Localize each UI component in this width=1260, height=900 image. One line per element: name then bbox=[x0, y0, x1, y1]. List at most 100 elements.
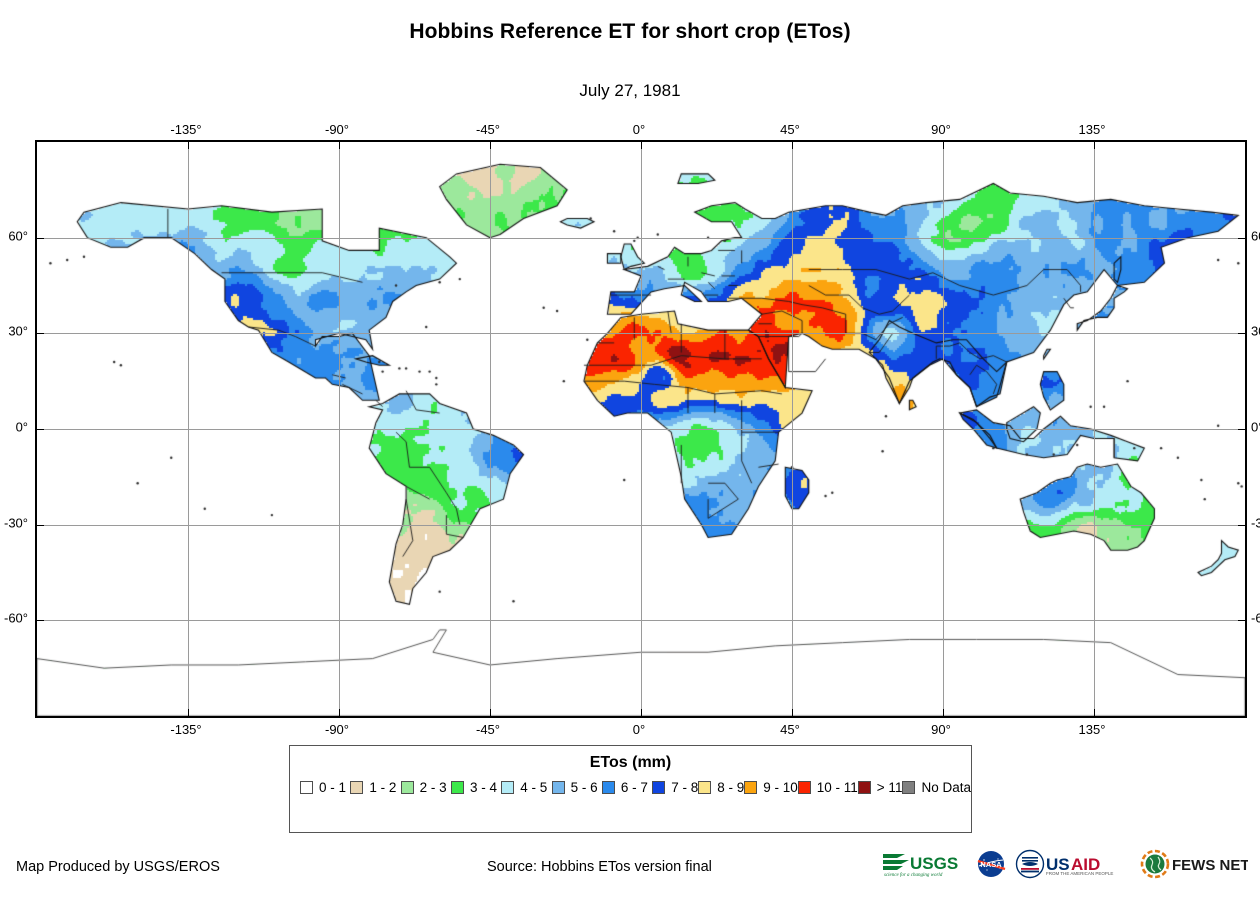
legend-item: 8 - 9 bbox=[698, 778, 744, 797]
axis-tick bbox=[1238, 524, 1245, 526]
page-subtitle: July 27, 1981 bbox=[579, 81, 681, 100]
axis-tick bbox=[188, 709, 189, 716]
gridline-parallel bbox=[37, 429, 1245, 430]
axis-tick bbox=[37, 237, 44, 239]
axis-tick bbox=[1094, 142, 1095, 149]
legend-item: 10 - 11 bbox=[797, 778, 858, 797]
legend-label: 9 - 10 bbox=[763, 780, 798, 795]
map-frame[interactable] bbox=[35, 140, 1247, 718]
x-axis-tick-label: 90° bbox=[931, 722, 951, 737]
legend-label: 6 - 7 bbox=[620, 780, 648, 795]
axis-tick bbox=[1238, 429, 1245, 430]
legend-item: 3 - 4 bbox=[450, 778, 501, 797]
y-axis-tick-label: -60° bbox=[4, 610, 28, 626]
x-axis-tick-label: 135° bbox=[1078, 722, 1106, 737]
legend-swatch bbox=[300, 781, 313, 794]
legend-label: > 11 bbox=[876, 780, 903, 795]
axis-tick bbox=[37, 333, 44, 335]
axis-tick bbox=[943, 709, 944, 716]
legend: ETos (mm) 0 - 1 1 - 2 2 - 3 3 - 4 4 - 5 5 - 6… bbox=[289, 745, 972, 833]
x-axis-tick-label: 45° bbox=[780, 122, 800, 137]
legend-item: 6 - 7 bbox=[601, 778, 652, 797]
axis-tick bbox=[1094, 709, 1095, 716]
svg-text:NASA: NASA bbox=[980, 860, 1002, 869]
legend-item: 0 - 1 bbox=[300, 778, 350, 797]
x-axis-tick-label: 0° bbox=[632, 122, 646, 137]
legend-item: 4 - 5 bbox=[501, 778, 551, 797]
x-axis-tick-label: -45° bbox=[476, 122, 500, 137]
svg-text:USGS: USGS bbox=[910, 854, 958, 873]
legend-swatch bbox=[450, 781, 464, 794]
legend-label: 2 - 3 bbox=[419, 780, 447, 795]
axis-tick bbox=[1238, 237, 1245, 239]
legend-label: 8 - 9 bbox=[717, 780, 745, 795]
legend-label: 3 - 4 bbox=[469, 780, 497, 795]
axis-tick bbox=[188, 142, 189, 149]
axis-tick bbox=[37, 429, 44, 430]
legend-item: > 11 bbox=[857, 778, 903, 797]
x-axis-tick-label: 45° bbox=[780, 722, 800, 737]
nasa-logo: NASA bbox=[974, 849, 1008, 879]
legend-item: No Data bbox=[902, 778, 971, 797]
y-axis-tick-label: 60° bbox=[8, 228, 28, 244]
legend-label: 4 - 5 bbox=[520, 780, 548, 795]
svg-text:US: US bbox=[1046, 855, 1070, 874]
axis-tick bbox=[37, 620, 44, 622]
usgs-logo: USGS science for a changing world bbox=[881, 849, 967, 879]
x-axis-tick-label: -135° bbox=[170, 122, 202, 137]
axis-tick bbox=[1238, 620, 1245, 622]
axis-tick bbox=[792, 142, 793, 149]
y-axis-tick-label: 0° bbox=[1251, 419, 1260, 435]
legend-swatch bbox=[501, 781, 515, 794]
legend-swatch bbox=[652, 781, 666, 794]
axis-tick bbox=[943, 142, 944, 149]
axis-tick bbox=[490, 709, 491, 716]
y-axis-tick-label: 0° bbox=[15, 419, 28, 435]
legend-label: 10 - 11 bbox=[816, 780, 858, 795]
legend-label: 1 - 2 bbox=[369, 780, 397, 795]
svg-text:science for a changing world: science for a changing world bbox=[884, 873, 943, 878]
legend-item: 1 - 2 bbox=[350, 778, 400, 797]
gridline-parallel bbox=[37, 333, 1245, 335]
footer-logos: USGS science for a changing world NASA bbox=[881, 849, 1248, 879]
x-axis-tick-label: -90° bbox=[325, 122, 349, 137]
fews-net-logo: FEWS NET bbox=[1140, 849, 1248, 879]
axis-tick bbox=[1238, 333, 1245, 335]
x-axis-tick-label: 135° bbox=[1078, 122, 1106, 137]
gridline-parallel bbox=[37, 524, 1245, 526]
axis-tick bbox=[641, 142, 642, 149]
legend-label: 0 - 1 bbox=[319, 780, 347, 795]
legend-swatch bbox=[698, 781, 712, 794]
legend-swatch bbox=[601, 781, 615, 794]
footer: Map Produced by USGS/EROS Source: Hobbin… bbox=[0, 845, 1260, 900]
legend-label: No Data bbox=[921, 780, 971, 795]
y-axis-tick-label: 30° bbox=[8, 323, 28, 339]
legend-item: 9 - 10 bbox=[744, 778, 798, 797]
axis-tick bbox=[792, 709, 793, 716]
y-axis-tick-label: -60° bbox=[1251, 610, 1260, 626]
legend-swatch bbox=[857, 781, 871, 794]
legend-label: 5 - 6 bbox=[570, 780, 598, 795]
usaid-logo: US AID FROM THE AMERICAN PEOPLE bbox=[1015, 849, 1133, 879]
axis-tick bbox=[641, 709, 642, 716]
legend-title: ETos (mm) bbox=[589, 754, 672, 771]
x-axis-tick-label: 0° bbox=[632, 722, 646, 737]
svg-text:FEWS NET: FEWS NET bbox=[1172, 857, 1248, 874]
x-axis-tick-label: 90° bbox=[931, 122, 951, 137]
footer-produced-by: Map Produced by USGS/EROS bbox=[16, 859, 220, 875]
y-axis-tick-label: 30° bbox=[1251, 323, 1260, 339]
legend-swatch bbox=[744, 781, 758, 794]
legend-swatch bbox=[400, 781, 414, 794]
axis-tick bbox=[339, 709, 340, 716]
legend-label: 7 - 8 bbox=[671, 780, 699, 795]
legend-item: 5 - 6 bbox=[551, 778, 602, 797]
svg-text:FROM THE AMERICAN PEOPLE: FROM THE AMERICAN PEOPLE bbox=[1046, 871, 1113, 876]
legend-swatch bbox=[797, 781, 811, 794]
y-axis-tick-label: -30° bbox=[4, 515, 28, 531]
legend-swatch bbox=[902, 781, 916, 794]
svg-text:AID: AID bbox=[1071, 855, 1100, 874]
gridline-parallel bbox=[37, 237, 1245, 239]
x-axis-tick-label: -90° bbox=[325, 722, 349, 737]
legend-item: 7 - 8 bbox=[652, 778, 698, 797]
page-title: Hobbins Reference ET for short crop (ETo… bbox=[409, 20, 851, 43]
